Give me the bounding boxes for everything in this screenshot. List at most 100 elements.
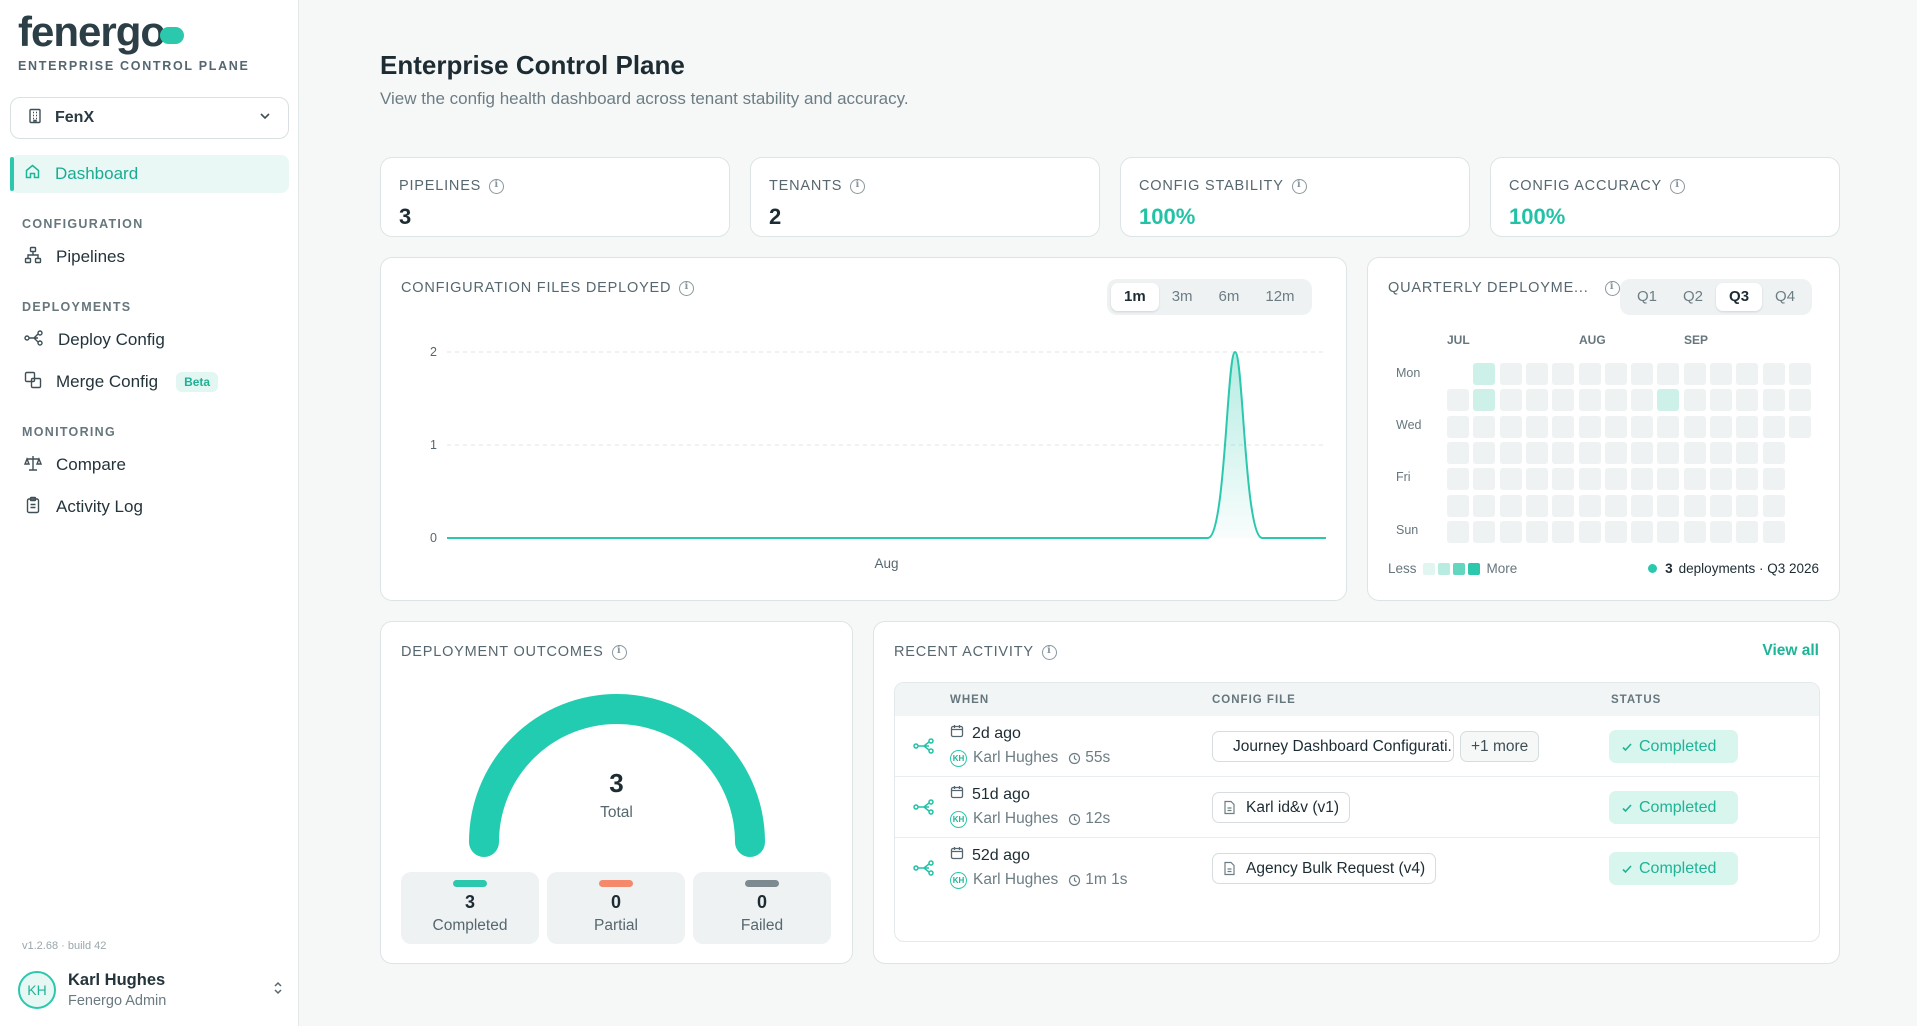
heatmap-cell[interactable] bbox=[1473, 520, 1496, 543]
heatmap-cell[interactable] bbox=[1736, 520, 1759, 543]
heatmap-cell[interactable] bbox=[1578, 441, 1601, 464]
heatmap-cell[interactable] bbox=[1788, 363, 1811, 385]
heatmap-cell[interactable] bbox=[1710, 494, 1732, 517]
heatmap-cell[interactable] bbox=[1657, 494, 1680, 517]
heatmap-cell[interactable] bbox=[1736, 441, 1759, 464]
heatmap-cell[interactable] bbox=[1499, 441, 1522, 464]
heatmap-cell[interactable] bbox=[1762, 520, 1785, 543]
info-icon[interactable] bbox=[679, 280, 695, 296]
range-3m[interactable]: 3m bbox=[1171, 288, 1193, 305]
heatmap-cell[interactable] bbox=[1525, 494, 1548, 517]
table-row[interactable]: 2d ago KH Karl Hughes 55s Journey Dashboar… bbox=[895, 716, 1819, 777]
heatmap-cell[interactable] bbox=[1552, 520, 1575, 543]
heatmap-cell[interactable] bbox=[1683, 415, 1706, 438]
heatmap-cell[interactable] bbox=[1683, 363, 1706, 385]
heatmap-cell[interactable] bbox=[1473, 363, 1496, 385]
heatmap-cell[interactable] bbox=[1447, 520, 1469, 543]
heatmap-cell[interactable] bbox=[1657, 389, 1680, 412]
heatmap-cell[interactable] bbox=[1710, 468, 1732, 491]
user-menu[interactable]: KH Karl Hughes Fenergo Admin bbox=[18, 967, 284, 1013]
heatmap-cell[interactable] bbox=[1683, 389, 1706, 412]
more-files-chip[interactable]: +1 more bbox=[1460, 731, 1540, 762]
heatmap-cell[interactable] bbox=[1447, 389, 1469, 412]
heatmap-cell[interactable] bbox=[1736, 389, 1759, 412]
heatmap-cell[interactable] bbox=[1657, 415, 1680, 438]
heatmap-cell[interactable] bbox=[1552, 415, 1575, 438]
heatmap-cell[interactable] bbox=[1499, 520, 1522, 543]
heatmap-cell[interactable] bbox=[1604, 468, 1627, 491]
info-icon[interactable] bbox=[489, 178, 505, 194]
config-file-chip[interactable]: Journey Dashboard Configurati... bbox=[1212, 731, 1454, 762]
heatmap-cell[interactable] bbox=[1657, 520, 1680, 543]
config-file-chip[interactable]: Agency Bulk Request (v4) bbox=[1212, 853, 1437, 884]
heatmap-cell[interactable] bbox=[1552, 441, 1575, 464]
sidebar-item-compare[interactable]: Compare bbox=[10, 446, 289, 484]
range-6m[interactable]: 6m bbox=[1218, 288, 1240, 305]
quarter-q4[interactable]: Q4 bbox=[1775, 288, 1796, 305]
heatmap-cell[interactable] bbox=[1710, 441, 1732, 464]
heatmap-cell[interactable] bbox=[1604, 415, 1627, 438]
view-all-link[interactable]: View all bbox=[1762, 642, 1819, 659]
table-row[interactable]: 52d ago KH Karl Hughes 1m 1s Agency Bulk R… bbox=[895, 838, 1819, 899]
range-12m[interactable]: 12m bbox=[1265, 288, 1295, 305]
info-icon[interactable] bbox=[611, 644, 627, 660]
heatmap-cell[interactable] bbox=[1525, 415, 1548, 438]
heatmap-cell[interactable] bbox=[1683, 441, 1706, 464]
heatmap-cell[interactable] bbox=[1604, 363, 1627, 385]
heatmap-cell[interactable] bbox=[1499, 415, 1522, 438]
heatmap-cell[interactable] bbox=[1473, 389, 1496, 412]
heatmap-cell[interactable] bbox=[1447, 494, 1469, 517]
heatmap-cell[interactable] bbox=[1762, 441, 1785, 464]
heatmap-cell[interactable] bbox=[1578, 389, 1601, 412]
heatmap-cell[interactable] bbox=[1631, 494, 1654, 517]
heatmap-cell[interactable] bbox=[1604, 441, 1627, 464]
heatmap-cell[interactable] bbox=[1473, 494, 1496, 517]
heatmap-cell[interactable] bbox=[1578, 520, 1601, 543]
config-file-chip[interactable]: Karl id&v (v1) bbox=[1212, 792, 1351, 823]
quarter-q1[interactable]: Q1 bbox=[1637, 288, 1658, 305]
heatmap-cell[interactable] bbox=[1657, 441, 1680, 464]
range-1m[interactable]: 1m bbox=[1111, 283, 1159, 311]
heatmap-cell[interactable] bbox=[1525, 389, 1548, 412]
heatmap-cell[interactable] bbox=[1736, 468, 1759, 491]
heatmap-cell[interactable] bbox=[1736, 363, 1759, 385]
tenant-select[interactable]: FenX bbox=[10, 97, 289, 139]
heatmap-cell[interactable] bbox=[1552, 363, 1575, 385]
sidebar-item-deploy-config[interactable]: Deploy Config bbox=[10, 321, 289, 359]
info-icon[interactable] bbox=[850, 178, 866, 194]
heatmap-cell[interactable] bbox=[1578, 363, 1601, 385]
heatmap-cell[interactable] bbox=[1631, 363, 1654, 385]
heatmap-cell[interactable] bbox=[1683, 520, 1706, 543]
heatmap-cell[interactable] bbox=[1710, 520, 1732, 543]
quarter-q3[interactable]: Q3 bbox=[1716, 283, 1763, 311]
heatmap-cell[interactable] bbox=[1447, 415, 1469, 438]
sidebar-item-pipelines[interactable]: Pipelines bbox=[10, 238, 289, 276]
heatmap-cell[interactable] bbox=[1762, 494, 1785, 517]
info-icon[interactable] bbox=[1041, 644, 1057, 660]
heatmap-cell[interactable] bbox=[1631, 520, 1654, 543]
info-icon[interactable] bbox=[1670, 178, 1685, 194]
heatmap-cell[interactable] bbox=[1657, 468, 1680, 491]
heatmap-cell[interactable] bbox=[1710, 389, 1732, 412]
heatmap-cell[interactable] bbox=[1578, 494, 1601, 517]
heatmap-cell[interactable] bbox=[1631, 468, 1654, 491]
heatmap-cell[interactable] bbox=[1552, 468, 1575, 491]
heatmap-cell[interactable] bbox=[1552, 494, 1575, 517]
heatmap-cell[interactable] bbox=[1683, 468, 1706, 491]
heatmap-cell[interactable] bbox=[1762, 468, 1785, 491]
sidebar-item-activity-log[interactable]: Activity Log bbox=[10, 488, 289, 526]
quarter-q2[interactable]: Q2 bbox=[1683, 288, 1704, 305]
heatmap-cell[interactable] bbox=[1447, 468, 1469, 491]
heatmap-cell[interactable] bbox=[1604, 389, 1627, 412]
heatmap-cell[interactable] bbox=[1604, 494, 1627, 517]
heatmap-cell[interactable] bbox=[1657, 363, 1680, 385]
heatmap-cell[interactable] bbox=[1525, 468, 1548, 491]
heatmap-cell[interactable] bbox=[1762, 389, 1785, 412]
heatmap-cell[interactable] bbox=[1499, 363, 1522, 385]
heatmap-cell[interactable] bbox=[1525, 441, 1548, 464]
fenergo-logo[interactable]: fenergo bbox=[18, 8, 185, 56]
heatmap-cell[interactable] bbox=[1710, 415, 1732, 438]
heatmap-cell[interactable] bbox=[1473, 415, 1496, 438]
heatmap-cell[interactable] bbox=[1762, 363, 1785, 385]
sidebar-item-merge-config[interactable]: Merge Config Beta bbox=[10, 363, 289, 401]
